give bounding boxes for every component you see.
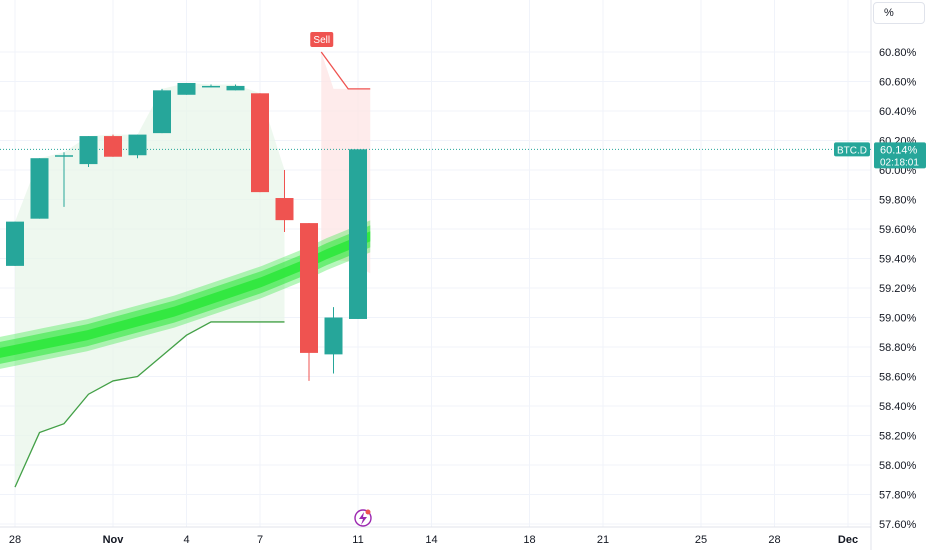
candle-body	[349, 149, 367, 319]
y-tick-label: 59.00%	[879, 313, 917, 325]
candle-body	[104, 136, 122, 157]
x-tick-label: 7	[257, 534, 263, 546]
y-tick-label: 60.40%	[879, 106, 917, 118]
candle-body	[202, 85, 220, 88]
price-badge-countdown: 02:18:01	[880, 157, 919, 168]
sell-signal-badge	[310, 32, 334, 47]
y-tick-label: 60.80%	[879, 47, 917, 59]
x-tick-label: 4	[183, 534, 189, 546]
lightning-event-icon[interactable]	[354, 509, 372, 527]
y-tick-label: 57.80%	[879, 490, 917, 502]
support-line	[14, 321, 285, 488]
candle-body	[226, 85, 245, 91]
candle-body	[251, 93, 269, 193]
candle-body	[55, 155, 73, 157]
x-tick-label: Dec	[838, 534, 858, 546]
candle-body	[30, 158, 49, 219]
y-tick-label: 58.80%	[879, 342, 917, 354]
y-tick-label: 59.60%	[879, 224, 917, 236]
candle-body	[275, 198, 294, 221]
candle-body	[153, 90, 171, 134]
symbol-tag	[834, 142, 870, 157]
x-tick-label: 14	[425, 534, 437, 546]
x-tick-label: 25	[695, 534, 707, 546]
y-tick-label: 59.40%	[879, 254, 917, 266]
x-tick-label: Nov	[103, 534, 125, 546]
y-tick-label: 59.20%	[879, 283, 917, 295]
price-badge	[874, 142, 926, 169]
candle-body	[79, 136, 98, 165]
candle-body	[300, 223, 318, 353]
scale-unit-button[interactable]: %	[873, 2, 925, 24]
candle-body	[128, 134, 147, 156]
x-tick-label: 18	[523, 534, 535, 546]
candle-body	[177, 82, 196, 95]
symbol-tag-text: BTC.D	[837, 145, 867, 156]
y-tick-label: 59.80%	[879, 195, 917, 207]
candle-body	[6, 221, 24, 266]
price-badge-value: 60.14%	[880, 144, 918, 156]
bull-zone-fill	[15, 82, 285, 488]
y-tick-label: 57.60%	[879, 519, 917, 531]
y-tick-label: 58.00%	[879, 460, 917, 472]
y-tick-label: 60.60%	[879, 77, 917, 89]
sell-signal-label: Sell	[313, 35, 330, 46]
y-tick-label: 58.20%	[879, 431, 917, 443]
y-tick-label: 58.60%	[879, 372, 917, 384]
ma-ribbon-core	[0, 231, 371, 358]
y-tick-label: 58.40%	[879, 401, 917, 413]
candle-body	[324, 317, 343, 355]
x-tick-label: 21	[597, 534, 609, 546]
x-tick-label: 28	[9, 534, 21, 546]
sell-line	[320, 51, 371, 90]
x-tick-label: 28	[768, 534, 780, 546]
x-tick-label: 11	[352, 534, 363, 546]
